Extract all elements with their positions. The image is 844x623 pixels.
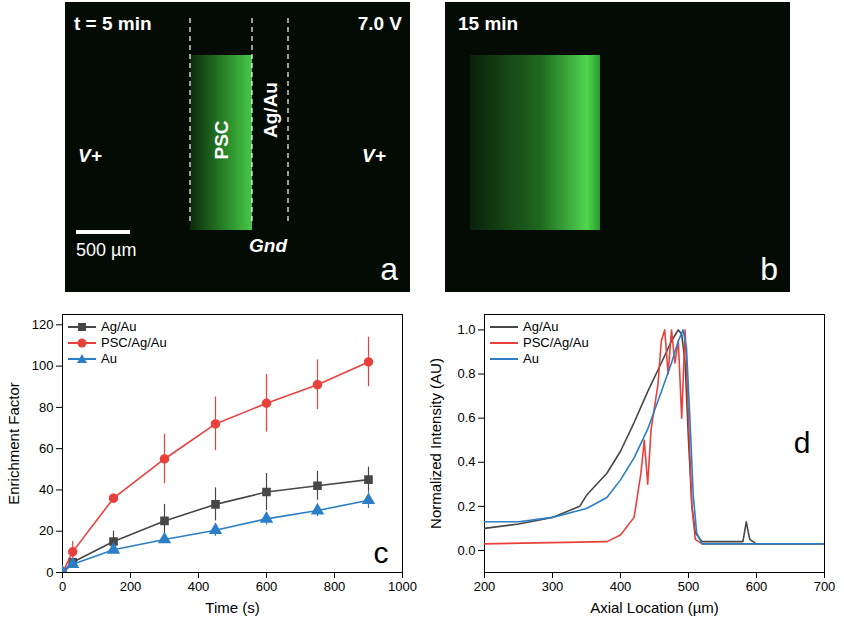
svg-text:1.0: 1.0	[457, 322, 475, 337]
html-text:Au: Au	[101, 351, 117, 366]
svg-text:c: c	[374, 536, 389, 569]
svg-text:300: 300	[542, 579, 564, 594]
html-text:Ag/Au: Ag/Au	[101, 319, 137, 334]
svg-text:Ag/Au: Ag/Au	[260, 82, 281, 138]
svg-text:d: d	[794, 426, 811, 459]
html-text:Au: Au	[523, 351, 539, 366]
svg-text:Enrichment Factor: Enrichment Factor	[5, 382, 22, 505]
svg-text:V+: V+	[78, 145, 102, 166]
svg-text:V+: V+	[362, 145, 386, 166]
svg-text:0.8: 0.8	[457, 366, 475, 381]
svg-text:60: 60	[39, 441, 53, 456]
svg-text:0.4: 0.4	[457, 454, 475, 469]
svg-text:100: 100	[32, 358, 54, 373]
svg-text:Gnd: Gnd	[249, 235, 287, 256]
svg-text:t = 5 min: t = 5 min	[74, 13, 152, 34]
html-text:PSC/Ag/Au: PSC/Ag/Au	[523, 335, 589, 350]
html-text:PSC/Ag/Au: PSC/Ag/Au	[101, 335, 167, 350]
svg-text:800: 800	[324, 579, 346, 594]
svg-text:400: 400	[188, 579, 210, 594]
svg-text:700: 700	[814, 579, 836, 594]
svg-text:0: 0	[59, 579, 66, 594]
svg-text:600: 600	[746, 579, 768, 594]
svg-text:Time (s): Time (s)	[205, 599, 259, 616]
svg-text:7.0 V: 7.0 V	[358, 13, 403, 34]
svg-text:400: 400	[610, 579, 632, 594]
svg-text:1000: 1000	[388, 579, 417, 594]
svg-text:0.0: 0.0	[457, 543, 475, 558]
svg-text:0.2: 0.2	[457, 499, 475, 514]
svg-text:200: 200	[474, 579, 496, 594]
svg-text:40: 40	[39, 482, 53, 497]
svg-text:Normalized Intensity (AU): Normalized Intensity (AU)	[427, 358, 444, 529]
svg-text:500: 500	[678, 579, 700, 594]
svg-text:b: b	[760, 251, 778, 287]
svg-text:15 min: 15 min	[458, 13, 518, 34]
svg-text:500 µm: 500 µm	[76, 240, 136, 260]
svg-text:20: 20	[39, 523, 53, 538]
svg-text:600: 600	[256, 579, 278, 594]
svg-text:80: 80	[39, 400, 53, 415]
svg-text:0.6: 0.6	[457, 410, 475, 425]
svg-text:0: 0	[46, 565, 53, 580]
svg-text:PSC: PSC	[211, 120, 232, 159]
svg-text:120: 120	[32, 317, 54, 332]
html-text:Ag/Au: Ag/Au	[523, 319, 559, 334]
svg-text:200: 200	[120, 579, 142, 594]
svg-text:Axial Location (µm): Axial Location (µm)	[590, 599, 719, 616]
svg-text:a: a	[380, 251, 398, 287]
